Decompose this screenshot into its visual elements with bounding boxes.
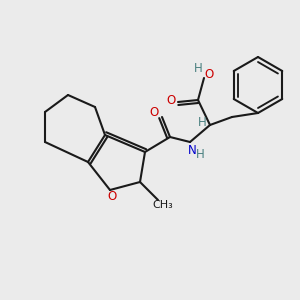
Text: H: H bbox=[198, 116, 206, 128]
Text: O: O bbox=[167, 94, 176, 106]
Text: CH₃: CH₃ bbox=[153, 200, 173, 210]
Text: N: N bbox=[188, 143, 196, 157]
Text: H: H bbox=[194, 61, 202, 74]
Text: H: H bbox=[196, 148, 204, 160]
Text: O: O bbox=[107, 190, 117, 203]
Text: O: O bbox=[149, 106, 159, 119]
Text: O: O bbox=[204, 68, 214, 80]
